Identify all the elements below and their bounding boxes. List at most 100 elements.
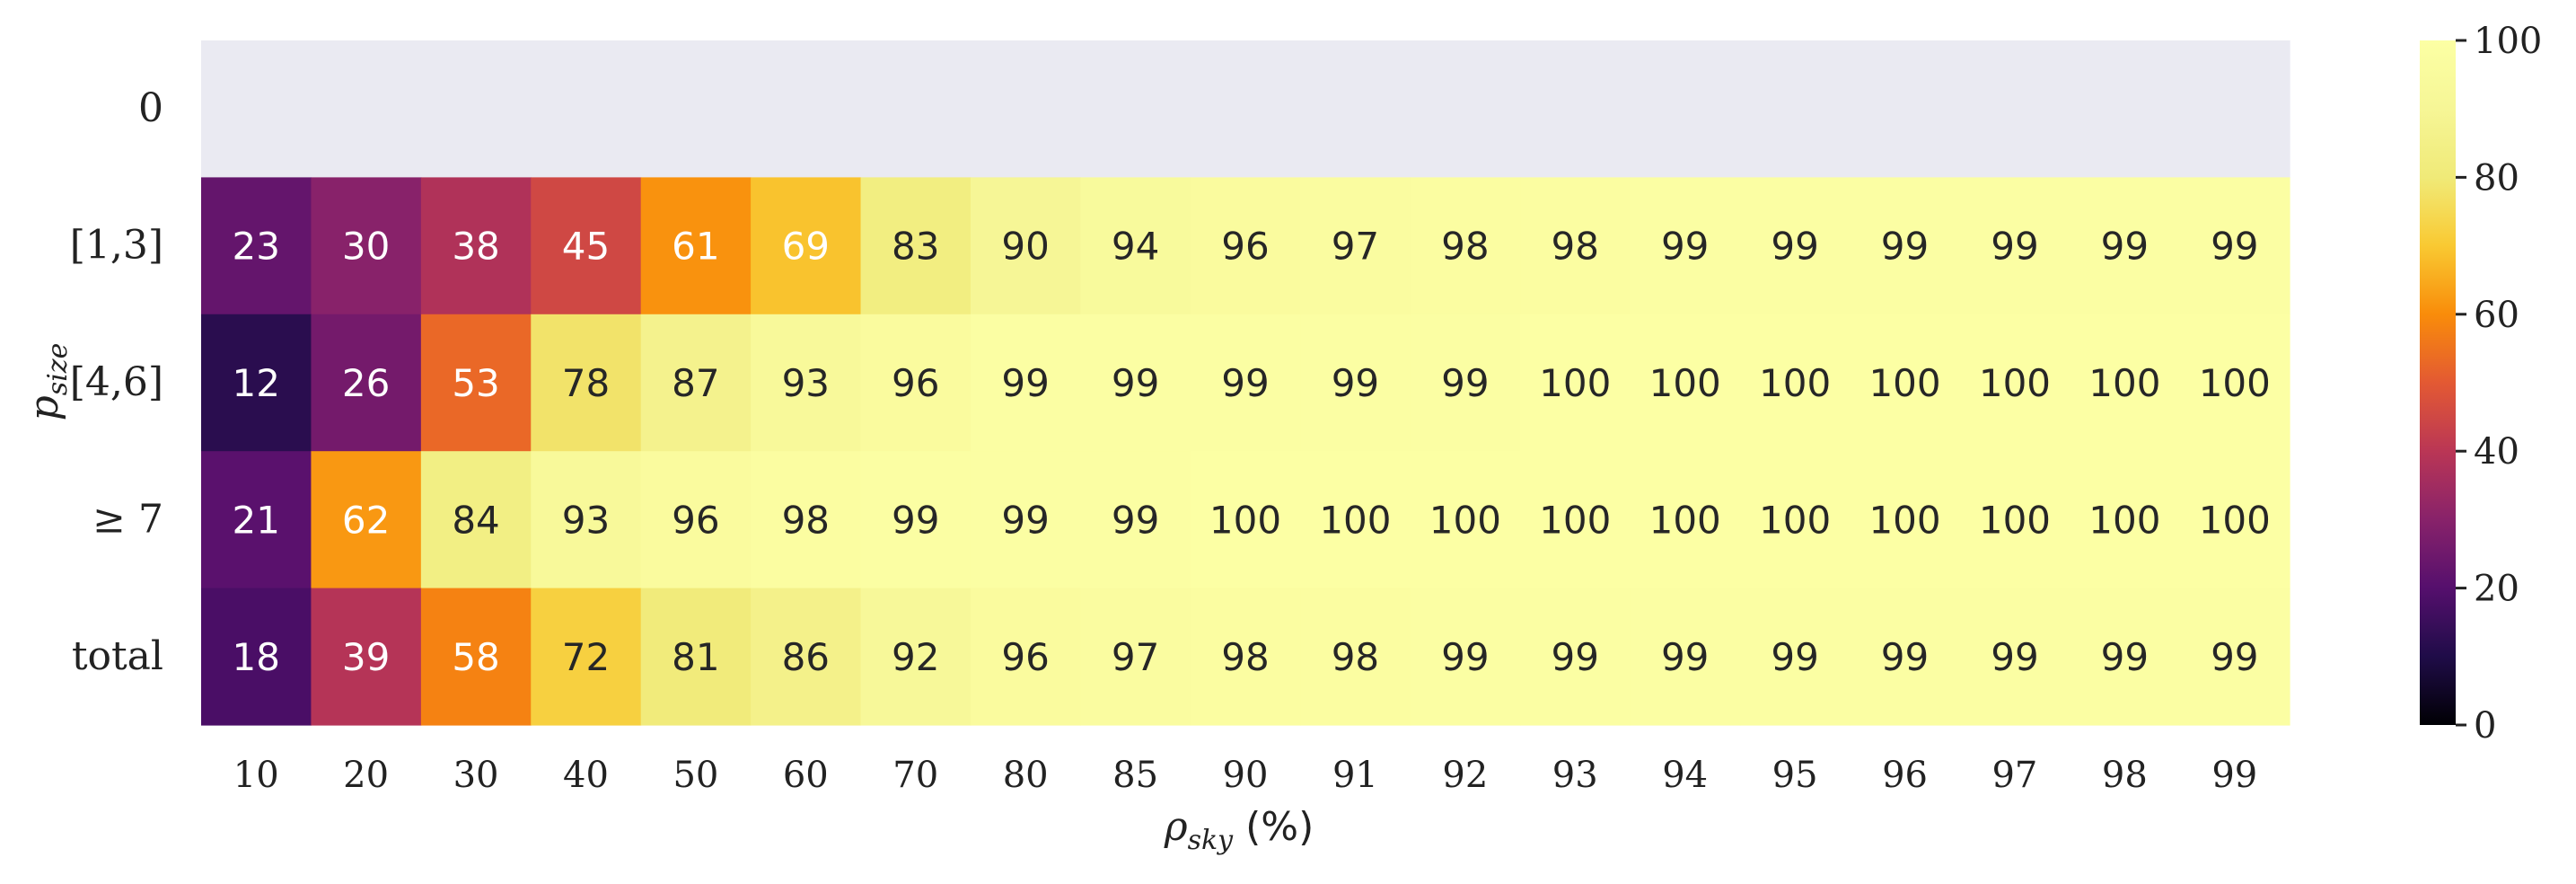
heatmap-cell — [1630, 451, 1741, 589]
heatmap-cell — [1520, 40, 1631, 178]
y-tick-label: [4,6] — [70, 359, 163, 405]
cell-value-label: 81 — [672, 635, 719, 679]
cell-value-label: 100 — [2088, 361, 2160, 405]
heatmap-cell — [2070, 451, 2181, 589]
cell-value-label: 97 — [1332, 225, 1379, 269]
heatmap-cell — [1300, 451, 1411, 589]
cell-value-label: 99 — [1112, 498, 1159, 542]
cell-value-label: 100 — [1868, 498, 1940, 542]
heatmap-cell — [1410, 451, 1521, 589]
y-tick-label: 0 — [138, 85, 163, 131]
x-axis-ticks: 10 20 30 40 50 60 70 80 85 90 91 92 93 94 95 96 97 98 99 — [233, 755, 2257, 796]
x-tick-label: 98 — [2102, 755, 2148, 796]
cell-value-label: 87 — [672, 361, 719, 405]
cell-value-label: 92 — [892, 635, 939, 679]
cell-value-label: 53 — [452, 361, 499, 405]
cell-value-label: 99 — [1001, 361, 1049, 405]
heatmap-cell — [640, 40, 752, 178]
heatmap-cell — [970, 588, 1081, 726]
cell-value-label: 99 — [1441, 635, 1489, 679]
x-tick-label: 95 — [1772, 755, 1818, 796]
cell-value-label: 99 — [1552, 635, 1599, 679]
x-tick-label: 96 — [1882, 755, 1928, 796]
colorbar-tick-label: 40 — [2474, 431, 2519, 473]
x-tick-label: 20 — [343, 755, 389, 796]
colorbar — [2420, 40, 2456, 725]
cell-value-label: 23 — [232, 225, 279, 269]
cell-value-label: 86 — [782, 635, 830, 679]
cell-value-label: 83 — [892, 225, 939, 269]
cell-value-label: 62 — [342, 498, 390, 542]
heatmap-cell — [2179, 40, 2290, 178]
heatmap-cell — [640, 588, 752, 726]
x-tick-label: 97 — [1991, 755, 2037, 796]
cell-value-label: 96 — [1221, 225, 1269, 269]
heatmap-cell — [1850, 314, 1961, 452]
heatmap-cell — [970, 314, 1081, 452]
heatmap-cell — [1190, 177, 1301, 315]
x-tick-label: 93 — [1552, 755, 1598, 796]
x-tick-label: 80 — [1003, 755, 1049, 796]
heatmap-cell — [1190, 451, 1301, 589]
cell-value-label: 99 — [1001, 498, 1049, 542]
cell-value-label: 99 — [1661, 225, 1709, 269]
heatmap-cell — [420, 177, 532, 315]
cell-value-label: 39 — [342, 635, 390, 679]
y-axis-ticks: 0 [1,3] [4,6] ≥ 7 total — [70, 85, 163, 679]
heatmap-cell — [970, 177, 1081, 315]
cell-value-label: 99 — [1881, 225, 1929, 269]
heatmap-cell — [420, 314, 532, 452]
heatmap-cell — [1520, 451, 1631, 589]
heatmap-cell — [201, 588, 312, 726]
heatmap-cell — [860, 177, 971, 315]
heatmap-cell — [311, 40, 422, 178]
heatmap-cell — [2070, 314, 2181, 452]
cell-value-label: 98 — [1332, 635, 1379, 679]
cell-value-label: 99 — [892, 498, 939, 542]
cell-value-label: 18 — [232, 635, 279, 679]
heatmap-cell — [751, 588, 862, 726]
x-tick-label: 99 — [2211, 755, 2257, 796]
heatmap-cell — [1080, 40, 1191, 178]
cell-value-label: 99 — [1221, 361, 1269, 405]
cell-value-label: 12 — [232, 361, 279, 405]
x-tick-label: 10 — [233, 755, 279, 796]
cell-value-label: 94 — [1112, 225, 1159, 269]
heatmap-cell — [2070, 177, 2181, 315]
y-axis-title: psize — [22, 343, 74, 421]
colorbar-tick-label: 0 — [2474, 705, 2496, 747]
heatmap-cell — [1959, 451, 2070, 589]
heatmap-cell-labels: 23 30 38 45 61 69 83 90 94 96 97 98 98 99 99 99 99 99 99 12… — [232, 225, 2270, 679]
colorbar-tick-label: 100 — [2474, 21, 2542, 62]
heatmap-cell — [531, 451, 642, 589]
heatmap-cells — [201, 40, 2290, 726]
cell-value-label: 100 — [1539, 498, 1611, 542]
cell-value-label: 100 — [2199, 361, 2271, 405]
colorbar-tick-label: 60 — [2474, 295, 2519, 336]
heatmap-cell — [751, 451, 862, 589]
heatmap-cell — [860, 314, 971, 452]
heatmap-cell — [2179, 588, 2290, 726]
cell-value-label: 38 — [452, 225, 499, 269]
heatmap-cell — [2179, 451, 2290, 589]
cell-value-label: 100 — [1649, 361, 1721, 405]
heatmap-cell — [1630, 314, 1741, 452]
colorbar-ticks: 0 20 40 60 80 100 — [2456, 21, 2542, 747]
heatmap-cell — [860, 40, 971, 178]
heatmap-cell — [1300, 314, 1411, 452]
heatmap-cell — [640, 314, 752, 452]
cell-value-label: 98 — [1552, 225, 1599, 269]
heatmap-cell — [1080, 177, 1191, 315]
colorbar-tick-label: 20 — [2474, 569, 2519, 610]
heatmap-cell — [201, 451, 312, 589]
heatmap-cell — [531, 588, 642, 726]
x-tick-label: 94 — [1662, 755, 1708, 796]
cell-value-label: 100 — [1979, 498, 2051, 542]
colorbar-tick-label: 80 — [2474, 157, 2519, 199]
x-tick-label: 60 — [783, 755, 829, 796]
heatmap-cell — [1410, 314, 1521, 452]
cell-value-label: 99 — [1112, 361, 1159, 405]
cell-value-label: 26 — [342, 361, 390, 405]
x-tick-label: 90 — [1223, 755, 1269, 796]
